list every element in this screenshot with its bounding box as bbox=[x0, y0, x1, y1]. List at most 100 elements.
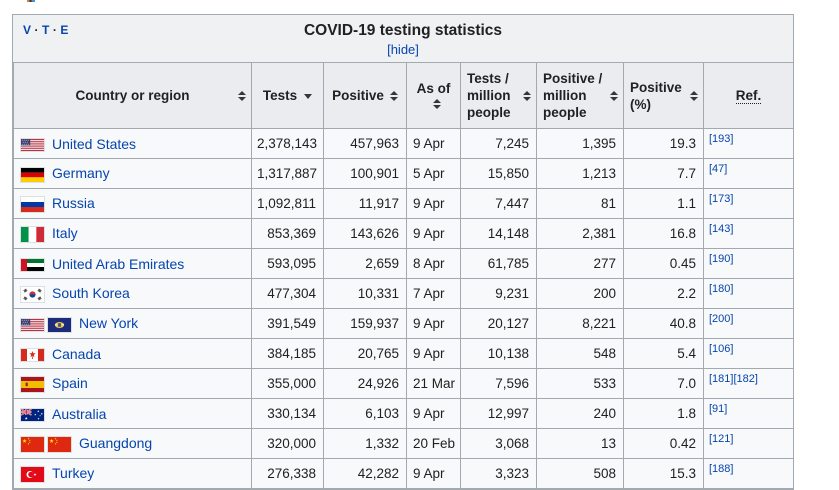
col-label-positive: Positive bbox=[332, 88, 384, 103]
vte-talk-link[interactable]: t bbox=[42, 23, 50, 37]
col-header-positive[interactable]: Positive bbox=[323, 62, 407, 129]
col-header-positive_per_million[interactable]: Positive / million people bbox=[536, 62, 624, 129]
reference-link[interactable]: [200] bbox=[709, 313, 734, 325]
reference-link[interactable]: [190] bbox=[709, 253, 734, 265]
sort-both-icon bbox=[610, 90, 618, 101]
cell-positive_per_million: 8,221 bbox=[536, 308, 624, 339]
cell-ref: [121] bbox=[703, 428, 794, 459]
reference-link[interactable]: [91] bbox=[709, 403, 728, 415]
country-link[interactable]: Guangdong bbox=[79, 435, 153, 452]
hide-link[interactable]: [hide] bbox=[387, 42, 419, 57]
cell-tests: 355,000 bbox=[251, 368, 324, 399]
cell-country: New York bbox=[13, 308, 252, 339]
cell-positive: 20,765 bbox=[323, 338, 407, 369]
cell-positive_per_million: 240 bbox=[536, 398, 624, 429]
table-row: Guangdong 320,000 1,332 20 Feb 3,068 13 0.42 [1… bbox=[13, 428, 794, 459]
reference-link[interactable]: [143] bbox=[709, 223, 734, 235]
country-link[interactable]: Italy bbox=[52, 225, 78, 242]
cell-tests: 320,000 bbox=[251, 428, 324, 459]
cell-asof: 21 Mar bbox=[406, 368, 461, 399]
flag-es-icon bbox=[21, 376, 44, 392]
cell-positive_per_million: 533 bbox=[536, 368, 624, 399]
cell-country: Spain bbox=[13, 368, 252, 399]
country-link[interactable]: United Arab Emirates bbox=[52, 255, 185, 272]
country-link[interactable]: New York bbox=[79, 315, 139, 332]
cell-country: Germany bbox=[13, 158, 252, 189]
reference-link[interactable]: [193] bbox=[709, 133, 734, 145]
country-link[interactable]: Australia bbox=[52, 405, 107, 422]
cell-tests: 384,185 bbox=[251, 338, 324, 369]
cell-ref: [106] bbox=[703, 338, 794, 369]
cell-tests: 593,095 bbox=[251, 248, 324, 279]
col-header-asof[interactable]: As of bbox=[406, 62, 461, 129]
col-header-tests_per_million[interactable]: Tests / million people bbox=[460, 62, 537, 129]
col-label-tests: Tests bbox=[262, 88, 298, 103]
country-link[interactable]: South Korea bbox=[52, 285, 130, 302]
cell-country: Turkey bbox=[13, 458, 252, 489]
vte-view-link[interactable]: v bbox=[23, 23, 32, 37]
table-row: Australia 330,134 6,103 9 Apr 12,997 240 1.8 [9… bbox=[13, 398, 794, 429]
cell-ref: [200] bbox=[703, 308, 794, 339]
reference-link[interactable]: [121] bbox=[709, 433, 734, 445]
flag-ru-icon bbox=[21, 196, 44, 212]
col-header-country[interactable]: Country or region bbox=[13, 62, 252, 129]
cell-asof: 8 Apr bbox=[406, 248, 461, 279]
cell-positive_per_million: 200 bbox=[536, 278, 624, 309]
country-link[interactable]: United States bbox=[52, 135, 137, 152]
vte-edit-link[interactable]: e bbox=[60, 23, 69, 37]
cell-country: United Arab Emirates bbox=[13, 248, 252, 279]
cell-positive: 10,331 bbox=[323, 278, 407, 309]
reference-link[interactable]: [106] bbox=[709, 343, 734, 355]
cell-positive_pct: 1.1 bbox=[623, 188, 704, 219]
cell-ref: [193] bbox=[703, 128, 794, 159]
vte-separator: · bbox=[52, 23, 58, 37]
country-link[interactable]: Turkey bbox=[52, 465, 95, 482]
reference-link[interactable]: [181] bbox=[709, 373, 734, 385]
cell-tests: 1,092,811 bbox=[251, 188, 324, 219]
sort-desc-icon bbox=[304, 93, 313, 99]
cell-ref: [190] bbox=[703, 248, 794, 279]
flag-de-icon bbox=[21, 167, 44, 182]
cell-asof: 7 Apr bbox=[406, 278, 461, 309]
table-row: Spain 355,000 24,926 21 Mar 7,596 533 7.0 [181]… bbox=[13, 368, 794, 399]
col-header-ref: Ref. bbox=[703, 62, 794, 129]
country-link[interactable]: Spain bbox=[52, 375, 88, 392]
reference-link[interactable]: [47] bbox=[709, 163, 728, 175]
country-link[interactable]: Canada bbox=[52, 345, 102, 362]
reference-link[interactable]: [182] bbox=[733, 373, 758, 385]
cell-asof: 9 Apr bbox=[406, 218, 461, 249]
sort-both-icon bbox=[389, 91, 398, 102]
flag-us-icon bbox=[21, 138, 44, 151]
col-label-tests_per_million: Tests / million people bbox=[467, 71, 511, 120]
vte-separator: · bbox=[34, 23, 40, 37]
country-link[interactable]: Germany bbox=[52, 165, 110, 182]
cell-positive_pct: 7.7 bbox=[623, 158, 704, 189]
cell-positive: 2,659 bbox=[323, 248, 407, 279]
cell-asof: 9 Apr bbox=[406, 398, 461, 429]
cell-tests_per_million: 3,323 bbox=[460, 458, 537, 489]
cell-positive_pct: 19.3 bbox=[623, 128, 704, 159]
reference-link[interactable]: [173] bbox=[709, 193, 734, 205]
cell-asof: 9 Apr bbox=[406, 338, 461, 369]
cell-positive: 100,901 bbox=[323, 158, 407, 189]
flag-us-icon bbox=[21, 318, 44, 331]
flag-it-icon bbox=[21, 226, 44, 242]
cell-positive: 11,917 bbox=[323, 188, 407, 219]
cell-positive_pct: 0.45 bbox=[623, 248, 704, 279]
cell-tests_per_million: 7,596 bbox=[460, 368, 537, 399]
col-header-tests[interactable]: Tests bbox=[251, 62, 324, 129]
reference-link[interactable]: [188] bbox=[709, 463, 734, 475]
table-row: Italy 853,369 143,626 9 Apr 14,148 2,381 16.8 [… bbox=[13, 218, 794, 249]
col-header-positive_pct[interactable]: Positive (%) bbox=[623, 62, 704, 129]
cell-tests_per_million: 10,138 bbox=[460, 338, 537, 369]
cell-country: Italy bbox=[13, 218, 252, 249]
cell-tests: 2,378,143 bbox=[251, 128, 324, 159]
reference-link[interactable]: [180] bbox=[709, 283, 734, 295]
cell-positive: 24,926 bbox=[323, 368, 407, 399]
cell-positive_per_million: 13 bbox=[536, 428, 624, 459]
col-label-positive_pct: Positive (%) bbox=[630, 79, 682, 112]
cell-positive_per_million: 277 bbox=[536, 248, 624, 279]
country-link[interactable]: Russia bbox=[52, 195, 95, 212]
flag-cn-icon bbox=[48, 436, 71, 452]
cell-positive_per_million: 1,213 bbox=[536, 158, 624, 189]
